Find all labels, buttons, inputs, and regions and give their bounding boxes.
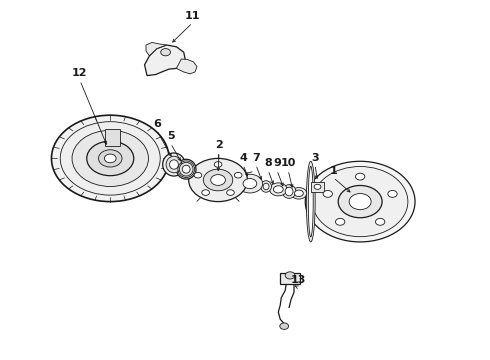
- Circle shape: [285, 272, 295, 279]
- Circle shape: [273, 186, 283, 193]
- Ellipse shape: [176, 159, 196, 179]
- Circle shape: [51, 115, 169, 202]
- Circle shape: [270, 183, 287, 196]
- Ellipse shape: [306, 161, 315, 242]
- Circle shape: [161, 49, 171, 56]
- Text: 2: 2: [215, 140, 223, 150]
- Circle shape: [214, 162, 222, 167]
- Circle shape: [194, 172, 202, 178]
- Text: 4: 4: [239, 153, 247, 163]
- Ellipse shape: [282, 185, 296, 198]
- Ellipse shape: [261, 181, 271, 192]
- Circle shape: [314, 184, 321, 189]
- Circle shape: [388, 190, 397, 197]
- FancyBboxPatch shape: [311, 182, 324, 192]
- Text: 6: 6: [153, 118, 161, 129]
- Circle shape: [211, 175, 225, 185]
- FancyBboxPatch shape: [280, 273, 300, 284]
- Circle shape: [227, 190, 234, 195]
- Circle shape: [355, 173, 365, 180]
- Circle shape: [202, 190, 209, 195]
- Ellipse shape: [166, 156, 182, 173]
- Text: 3: 3: [311, 153, 319, 163]
- Circle shape: [87, 141, 134, 176]
- Circle shape: [203, 169, 233, 191]
- Ellipse shape: [285, 187, 293, 196]
- Circle shape: [189, 158, 247, 202]
- Polygon shape: [146, 42, 167, 56]
- Circle shape: [243, 179, 257, 189]
- Text: 5: 5: [167, 131, 174, 141]
- Circle shape: [336, 219, 345, 225]
- Text: 11: 11: [185, 11, 200, 21]
- Text: 7: 7: [252, 153, 260, 163]
- FancyBboxPatch shape: [105, 129, 120, 146]
- Circle shape: [72, 130, 148, 186]
- Text: 1: 1: [329, 166, 337, 176]
- Circle shape: [291, 188, 307, 199]
- Circle shape: [294, 190, 303, 197]
- Circle shape: [98, 150, 122, 167]
- Circle shape: [313, 167, 408, 237]
- Circle shape: [349, 194, 371, 210]
- Polygon shape: [176, 59, 197, 74]
- Circle shape: [338, 185, 382, 218]
- Circle shape: [234, 172, 242, 178]
- Ellipse shape: [179, 162, 193, 176]
- Ellipse shape: [182, 165, 190, 173]
- Circle shape: [305, 161, 415, 242]
- Ellipse shape: [308, 166, 313, 237]
- Text: 13: 13: [290, 275, 306, 285]
- Polygon shape: [145, 45, 185, 76]
- Circle shape: [104, 154, 116, 163]
- Ellipse shape: [170, 160, 178, 169]
- Text: 10: 10: [280, 158, 296, 168]
- Text: 12: 12: [72, 68, 88, 78]
- Circle shape: [375, 219, 385, 225]
- Circle shape: [60, 122, 160, 195]
- Ellipse shape: [163, 153, 185, 176]
- Circle shape: [280, 323, 289, 329]
- Text: 9: 9: [273, 158, 281, 168]
- Text: 8: 8: [264, 158, 272, 168]
- Circle shape: [237, 174, 263, 193]
- Ellipse shape: [263, 183, 269, 190]
- Circle shape: [323, 190, 332, 197]
